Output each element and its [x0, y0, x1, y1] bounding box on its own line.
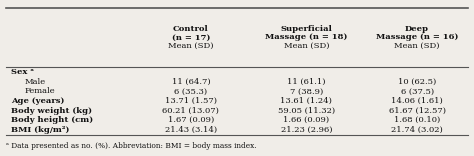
Text: Male: Male: [25, 78, 46, 86]
Text: 11 (61.1): 11 (61.1): [287, 78, 326, 86]
Text: 6 (37.5): 6 (37.5): [401, 87, 434, 95]
Text: 13.71 (1.57): 13.71 (1.57): [165, 97, 217, 105]
Text: Mean (SD): Mean (SD): [394, 42, 440, 50]
Text: 7 (38.9): 7 (38.9): [290, 87, 323, 95]
Text: ᵃ Data presented as no. (%). Abbreviation: BMI = body mass index.: ᵃ Data presented as no. (%). Abbreviatio…: [6, 142, 257, 150]
Text: 6 (35.3): 6 (35.3): [174, 87, 208, 95]
Text: 21.43 (3.14): 21.43 (3.14): [165, 126, 217, 134]
Text: 1.68 (0.10): 1.68 (0.10): [394, 116, 440, 124]
Text: 1.66 (0.09): 1.66 (0.09): [283, 116, 329, 124]
Text: Massage (n = 16): Massage (n = 16): [376, 33, 458, 41]
Text: Female: Female: [25, 87, 55, 95]
Text: Body height (cm): Body height (cm): [11, 116, 93, 124]
Text: 59.05 (11.32): 59.05 (11.32): [278, 107, 335, 115]
Text: Control: Control: [173, 25, 209, 33]
Text: 60.21 (13.07): 60.21 (13.07): [163, 107, 219, 115]
Text: 11 (64.7): 11 (64.7): [172, 78, 210, 86]
Text: 13.61 (1.24): 13.61 (1.24): [280, 97, 332, 105]
Text: 61.67 (12.57): 61.67 (12.57): [389, 107, 446, 115]
Text: 21.23 (2.96): 21.23 (2.96): [281, 126, 332, 134]
Text: Deep: Deep: [405, 25, 429, 33]
Text: Body weight (kg): Body weight (kg): [11, 107, 92, 115]
Text: 10 (62.5): 10 (62.5): [398, 78, 436, 86]
Text: 21.74 (3.02): 21.74 (3.02): [391, 126, 443, 134]
Text: 14.06 (1.61): 14.06 (1.61): [391, 97, 443, 105]
Text: Age (years): Age (years): [11, 97, 64, 105]
Text: BMI (kg/m²): BMI (kg/m²): [11, 126, 69, 134]
Text: (n = 17): (n = 17): [172, 33, 210, 41]
Text: Superficial: Superficial: [280, 25, 332, 33]
Text: Sex ᵃ: Sex ᵃ: [11, 68, 34, 76]
Text: Massage (n = 18): Massage (n = 18): [265, 33, 347, 41]
Text: Mean (SD): Mean (SD): [283, 42, 329, 50]
Text: 1.67 (0.09): 1.67 (0.09): [168, 116, 214, 124]
Text: Mean (SD): Mean (SD): [168, 42, 214, 50]
